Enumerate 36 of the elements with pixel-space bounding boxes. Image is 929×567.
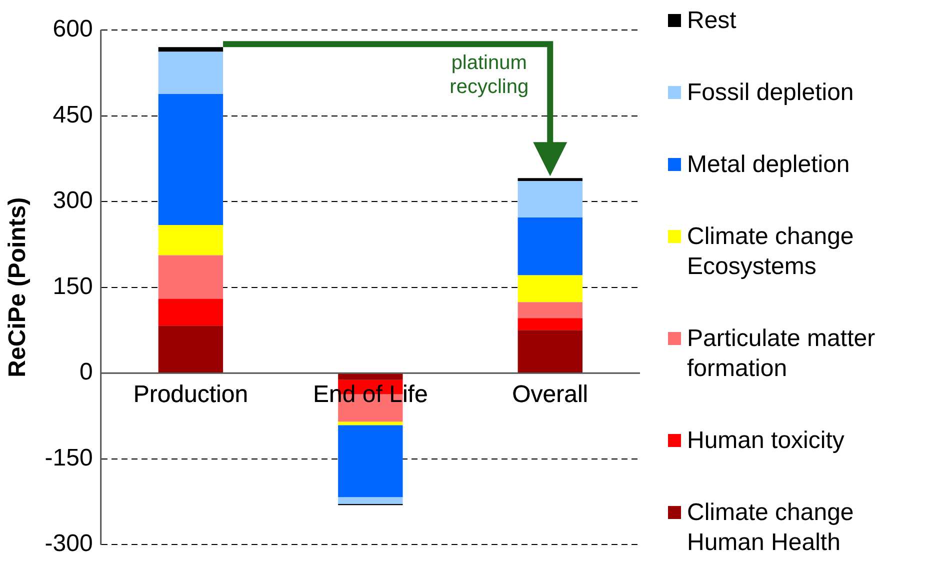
bar (158, 326, 224, 373)
x-tick-label: Production (133, 381, 248, 408)
bar (518, 275, 582, 302)
y-tick-label: 300 (52, 187, 93, 214)
bar (338, 497, 403, 504)
bar (518, 302, 582, 318)
y-axis-title: ReCiPe (Points) (4, 197, 32, 378)
bar (158, 52, 224, 94)
bar (518, 318, 582, 330)
legend-label: Metal depletion (687, 150, 850, 180)
bar (338, 425, 403, 498)
bar (158, 298, 224, 326)
legend-label: Particulate matter formation (687, 324, 876, 384)
bar (338, 422, 403, 426)
bar (518, 218, 582, 276)
bar (518, 180, 582, 218)
legend-label: Fossil depletion (687, 78, 854, 108)
y-tick-label: 600 (52, 16, 93, 43)
x-tick-label: Overall (512, 381, 588, 408)
y-tick-label: -300 (44, 530, 93, 558)
bar (518, 178, 582, 181)
bar (158, 224, 224, 256)
annotation: platinum recycling (448, 51, 530, 100)
bar (338, 374, 403, 380)
y-tick-label: 450 (52, 101, 93, 128)
legend-label: Climate change Ecosystems (687, 222, 855, 282)
y-tick-label: -150 (44, 444, 93, 472)
bar (158, 94, 224, 225)
y-tick-label: 150 (52, 272, 93, 300)
legend-label: Climate change Human Health (687, 498, 855, 558)
y-tick-label: 0 (79, 358, 93, 386)
bar (518, 330, 582, 373)
bar (158, 47, 224, 52)
bar (158, 255, 224, 299)
legend-label: Rest (687, 6, 736, 36)
legend-label: Human toxicity (687, 426, 844, 456)
